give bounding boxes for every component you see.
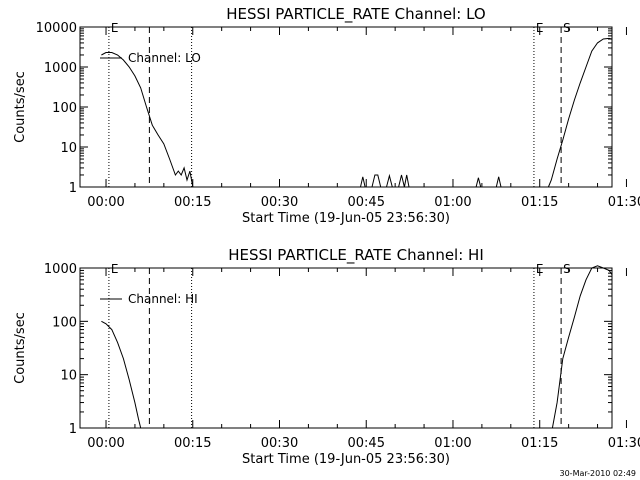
panel-2-y-axis-label: Counts/sec xyxy=(13,312,28,384)
panel-1-y-tick-label: 10 xyxy=(60,141,77,156)
panel-2-y-tick-label: 10 xyxy=(60,369,77,384)
panel-1-series-line xyxy=(398,174,410,188)
panel-2-series-line xyxy=(551,265,613,429)
panel-1-x-tick-label: 01:00 xyxy=(434,195,471,210)
panel-1-series-line xyxy=(547,37,613,188)
panel-1-y-tick-label: 1000 xyxy=(44,61,77,76)
panel-1-series-line xyxy=(371,174,382,188)
panel-2-x-tick-label: 01:30 xyxy=(608,436,640,451)
panel-1-x-tick-label: 00:45 xyxy=(348,195,385,210)
footer-timestamp: 30-Mar-2010 02:49 xyxy=(559,469,637,478)
panel-1-y-tick-label: 10000 xyxy=(36,21,77,36)
panel-2-marker-label: E xyxy=(111,262,119,276)
panel-1-series-line xyxy=(495,176,502,188)
panel-2-x-axis-label: Start Time (19-Jun-05 23:56:30) xyxy=(242,452,450,467)
panel-1-x-axis-label: Start Time (19-Jun-05 23:56:30) xyxy=(242,211,450,226)
panel-2-marker-label: S xyxy=(563,262,571,276)
panel-2-plot-frame xyxy=(79,267,613,429)
panel-1-x-tick-label: 01:15 xyxy=(521,195,558,210)
panel-2-x-tick-label: 01:00 xyxy=(434,436,471,451)
panel-2-x-tick-label: 00:30 xyxy=(261,436,298,451)
panel-2-series-line xyxy=(101,320,142,429)
panel-1-series-line xyxy=(475,177,482,188)
panel-2-title: HESSI PARTICLE_RATE Channel: HI xyxy=(228,246,484,265)
panel-1-title: HESSI PARTICLE_RATE Channel: LO xyxy=(226,5,485,24)
panel-1-x-tick-label: 01:30 xyxy=(608,195,640,210)
panel-1-series-line xyxy=(101,52,196,188)
panel-1-y-tick-label: 1 xyxy=(69,181,77,196)
panel-2-y-tick-label: 100 xyxy=(52,315,77,330)
panel-1-y-axis-label: Counts/sec xyxy=(13,71,28,143)
panel-1-series-line xyxy=(360,176,366,188)
panel-2-marker-label: E xyxy=(536,262,544,276)
panel-2-x-tick-label: 00:45 xyxy=(348,436,385,451)
panel-1-x-tick-label: 00:30 xyxy=(261,195,298,210)
panel-1-x-tick-label: 00:00 xyxy=(87,195,124,210)
panel-1-marker-label: E xyxy=(536,21,544,35)
panel-1-marker-label: E xyxy=(111,21,119,35)
panel-1-legend-label: Channel: LO xyxy=(128,51,201,65)
panel-2-legend-label: Channel: HI xyxy=(128,292,198,306)
panel-2-x-tick-label: 00:00 xyxy=(87,436,124,451)
panel-2-x-tick-label: 00:15 xyxy=(174,436,211,451)
panel-2-y-tick-label: 1000 xyxy=(44,262,77,277)
panel-2-x-tick-label: 01:15 xyxy=(521,436,558,451)
panel-2-y-tick-label: 1 xyxy=(69,422,77,437)
panel-1-series-line xyxy=(386,173,393,188)
panel-1-x-tick-label: 00:15 xyxy=(174,195,211,210)
panel-1-marker-label: S xyxy=(563,21,571,35)
panel-1-y-tick-label: 100 xyxy=(52,101,77,116)
